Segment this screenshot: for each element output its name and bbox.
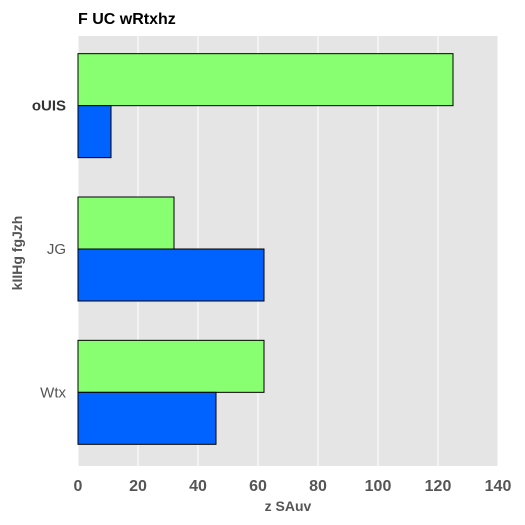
y-tick-label: JG [47,241,66,258]
x-tick-label: 120 [425,478,452,495]
bar-jg-series-1 [77,196,175,250]
x-tick-label: 0 [74,478,83,495]
x-tick-label: 40 [189,478,207,495]
x-tick-label: 60 [249,478,267,495]
bar-jg-series-2 [77,248,265,302]
bar-wtx-series-1 [77,339,265,393]
x-tick-label: 20 [129,478,147,495]
bar-ouis-series-2 [77,105,112,159]
x-axis-label: z SAuv [265,498,312,514]
x-tick-label: 100 [365,478,392,495]
bars [77,53,454,445]
y-axis-label: kIIHg fgJzh [9,216,25,291]
ticks: 0 20 40 60 80 100 120 140 oUIS JG Wtx [32,98,512,495]
y-tick-label: oUIS [32,98,66,115]
y-tick-label: Wtx [40,384,66,401]
bar-wtx-series-2 [77,391,217,445]
x-tick-label: 140 [485,478,512,495]
chart-title: F UC wRtxhz [78,11,176,28]
x-tick-label: 80 [309,478,327,495]
bar-ouis-series-1 [77,53,454,107]
